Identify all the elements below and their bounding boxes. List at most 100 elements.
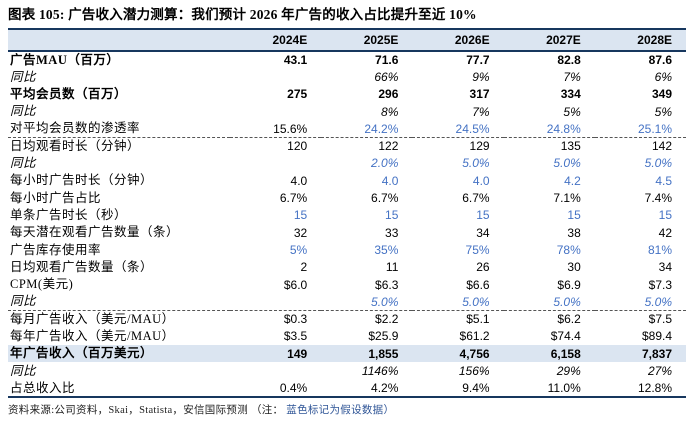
table-cell: 4.2 [564, 173, 581, 188]
table-cell: $25.9 [368, 329, 399, 344]
table-cell [230, 68, 321, 85]
table-cell: 1,855 [321, 345, 413, 363]
note-prefix: （注： [250, 404, 284, 416]
table-cell: 2 [300, 260, 308, 275]
table-cell [230, 155, 321, 172]
table-cell: 32 [293, 225, 308, 240]
table-cell: 42 [658, 225, 672, 240]
table-cell: 43.1 [283, 53, 308, 68]
table-cell: 77.7 [466, 53, 490, 68]
header-cell-year: 2027E [503, 28, 595, 52]
table-row: CPM(美元) $6.0 $6.3 $6.6 $6.9 $7.3 [8, 276, 686, 293]
row-label: 每月广告收入（美元/MAU） [10, 312, 175, 327]
table-cell: 7,837 [594, 345, 686, 363]
table-cell: 25.1% [594, 120, 686, 138]
table-cell: 34 [476, 225, 490, 240]
table-cell: 15.6% [230, 120, 322, 138]
table-cell: 33 [385, 225, 399, 240]
table-row: 每月广告收入（美元/MAU） $0.3 $2.2 $5.1 $6.2 $7.5 [8, 310, 686, 327]
row-label: 单条广告时长（秒） [10, 208, 128, 223]
table-cell: $5.1 [466, 312, 490, 327]
table-cell: 15 [567, 208, 581, 223]
table-cell: 122 [378, 139, 399, 154]
header-cell-year: 2026E [412, 28, 504, 52]
forecast-table: 2024E 2025E 2026E 2027E 2028E 广告MAU（百万） 4… [8, 28, 686, 398]
table-cell: 9.4% [412, 379, 504, 398]
table-cell: 7.4% [644, 191, 672, 206]
table-cell: 34 [658, 260, 672, 275]
table-row: 同比 66% 9% 7% 6% [8, 68, 686, 85]
table-cell: 4,756 [412, 345, 504, 363]
table-cell: 82.8 [557, 53, 581, 68]
table-cell: 4.0 [290, 173, 308, 188]
header-corner-cell [8, 28, 231, 52]
table-row: 同比 5.0% 5.0% 5.0% 5.0% [8, 293, 686, 311]
table-cell: 30 [567, 260, 581, 275]
table-cell: 149 [230, 345, 322, 363]
table-cell: 120 [287, 139, 308, 154]
table-cell: 156% [458, 363, 490, 378]
table-cell: 4.2% [321, 379, 413, 398]
table-cell: 349 [651, 87, 672, 102]
row-label: 占总收入比 [8, 379, 231, 398]
row-label: 日均观看广告数量（条） [10, 259, 154, 274]
table-cell: $89.4 [641, 329, 672, 344]
table-cell: 27% [647, 363, 672, 378]
table-row: 广告库存使用率 5% 35% 75% 78% 81% [8, 241, 686, 258]
table-row: 年广告收入（百万美元） 149 1,855 4,756 6,158 7,837 [8, 345, 686, 363]
table-cell: 4.5 [655, 173, 672, 188]
table-cell [230, 293, 322, 311]
row-label: 同比 [10, 104, 37, 119]
table-cell: 87.6 [648, 53, 672, 68]
table-cell: 5.0% [553, 156, 581, 171]
table-cell: 4.0 [381, 173, 399, 188]
table-cell: 24.2% [321, 120, 413, 138]
table-cell: 0.4% [230, 379, 322, 398]
table-cell: 1146% [361, 363, 399, 378]
table-cell: $7.5 [648, 312, 672, 327]
table-cell: 317 [469, 87, 490, 102]
table-cell: 15 [476, 208, 490, 223]
table-cell: $6.2 [557, 312, 581, 327]
table-cell: 8% [381, 104, 399, 119]
table-cell: 15 [293, 208, 308, 223]
row-label: 每年广告收入（美元/MAU） [10, 329, 175, 344]
table-cell: 5.0% [503, 293, 595, 311]
row-label: 年广告收入（百万美元） [8, 345, 231, 363]
table-cell: 6.7% [371, 191, 399, 206]
row-label: 对平均会员数的渗透率 [8, 120, 231, 138]
table-cell: 81% [647, 242, 672, 257]
row-label: 同比 [10, 363, 37, 378]
row-label: 广告库存使用率 [10, 242, 102, 257]
table-cell: 5.0% [462, 156, 490, 171]
table-cell: 75% [465, 242, 490, 257]
table-cell: 5.0% [412, 293, 504, 311]
source-text: 资料来源:公司资料，Skai，Statista，安信国际预测 [8, 404, 251, 416]
table-cell: $2.2 [375, 312, 399, 327]
table-cell: 4.0 [472, 173, 490, 188]
table-cell: 334 [560, 87, 581, 102]
table-cell: 7.1% [553, 191, 581, 206]
table-cell: $7.3 [648, 277, 672, 292]
table-row: 每小时广告时长（分钟） 4.0 4.0 4.0 4.2 4.5 [8, 172, 686, 189]
table-cell: 12.8% [594, 379, 686, 398]
table-cell: 24.5% [412, 120, 504, 138]
table-cell: 142 [651, 139, 672, 154]
table-cell: 5.0% [594, 293, 686, 311]
table-cell: $6.9 [557, 277, 581, 292]
table-cell: 71.6 [375, 53, 399, 68]
table-row: 每年广告收入（美元/MAU） $3.5 $25.9 $61.2 $74.4 $89.4 [8, 328, 686, 345]
table-row: 每天潜在观看广告数量（条） 32 33 34 38 42 [8, 224, 686, 241]
row-label: 平均会员数（百万） [10, 86, 128, 101]
header-cell-year: 2025E [321, 28, 413, 52]
table-cell: 296 [378, 87, 399, 102]
table-cell: 35% [374, 242, 399, 257]
page-title: 图表 105: 广告收入潜力测算：我们预计 2026 年广告的收入占比提升至近 … [8, 7, 477, 22]
table-cell: 5% [654, 104, 672, 119]
row-label: 同比 [10, 156, 37, 171]
table-row: 单条广告时长（秒） 15 15 15 15 15 [8, 207, 686, 224]
table-cell: 5% [563, 104, 581, 119]
table-cell: $6.0 [283, 277, 308, 292]
table-cell: 2.0% [371, 156, 399, 171]
table-cell: 38 [567, 225, 581, 240]
